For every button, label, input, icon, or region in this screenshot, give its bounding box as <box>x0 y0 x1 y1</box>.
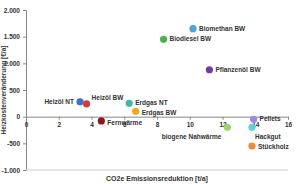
x-tick: 4 <box>90 117 94 129</box>
x-tick-label: 2 <box>57 121 61 128</box>
x-tick-label: 8 <box>156 121 160 128</box>
point <box>248 124 255 131</box>
y-tick: 1.000 <box>4 60 26 67</box>
point-labels: Heizöl NT Heizöl BW Fernwärme Erdgas NT Erdg… <box>44 25 289 150</box>
x-tick-mark <box>190 117 191 120</box>
x-tick-mark <box>157 117 158 120</box>
x-tick: 0 <box>25 117 29 129</box>
y-tick: 500 <box>9 87 26 94</box>
y-tick-mark <box>23 117 26 118</box>
point-label: Erdgas NT <box>135 99 168 107</box>
x-tick-mark <box>288 117 289 120</box>
y-tick-mark <box>23 63 26 64</box>
point-label: Fernwärme <box>107 119 142 126</box>
x-axis-title: CO2e Emissionsreduktion [t/a] <box>106 175 208 183</box>
y-tick: 0 <box>16 113 26 120</box>
point <box>126 100 133 107</box>
y-tick-label: -1.000 <box>2 167 21 174</box>
y-tick-label: 500 <box>9 87 20 94</box>
x-axis-line <box>27 117 289 120</box>
y-tick-label: 1.500 <box>4 33 21 40</box>
y-tick: -500 <box>7 140 26 147</box>
point <box>132 108 139 115</box>
y-axis-line <box>23 11 27 171</box>
y-axis-title: Heizkostenveränderung [€/a] <box>0 46 8 135</box>
point <box>224 124 231 131</box>
y-tick-label: -500 <box>7 140 20 147</box>
x-tick-label: 16 <box>285 121 293 128</box>
plot-frame <box>26 170 288 171</box>
point-label: Biomethan BW <box>199 25 246 32</box>
x-tick: 8 <box>156 117 160 129</box>
point <box>250 116 257 123</box>
x-tick-label: 4 <box>90 121 94 128</box>
y-tick-mark <box>23 37 26 38</box>
point-label: Erdgas BW <box>142 109 178 117</box>
y-tick-mark <box>23 90 26 91</box>
x-tick-mark <box>223 117 224 120</box>
point-label: Stückholz <box>258 143 289 150</box>
point-label: Pellets <box>260 115 281 122</box>
points <box>76 25 257 150</box>
x-tick: 16 <box>285 117 293 129</box>
y-tick-mark <box>23 143 26 144</box>
point-label: Biodiesel BW <box>170 35 212 42</box>
x-tick: 10 <box>187 117 195 129</box>
y-tick-label: 2.000 <box>4 7 21 14</box>
point-label: biogene Nahwärme <box>162 133 222 141</box>
chart: -1.000-50005001.0001.5002.00002468101214… <box>0 0 300 184</box>
point-label: Heizöl NT <box>44 98 74 105</box>
point <box>206 66 213 73</box>
y-tick-label: 0 <box>16 113 20 120</box>
x-tick-mark <box>92 117 93 120</box>
point <box>98 117 105 124</box>
y-tick-mark <box>23 170 26 171</box>
point-label: Pflanzenöl BW <box>215 66 261 73</box>
y-tick: 1.500 <box>4 33 26 40</box>
y-tick: -1.000 <box>2 167 26 174</box>
x-tick-mark <box>26 117 27 120</box>
x-tick-label: 10 <box>187 121 195 128</box>
x-tick: 2 <box>57 117 61 129</box>
y-tick-mark <box>23 10 26 11</box>
x-tick-mark <box>59 117 60 120</box>
x-tick-label: 0 <box>25 121 29 128</box>
point <box>248 142 255 149</box>
point <box>160 36 167 43</box>
point-label: Heizöl BW <box>92 94 125 101</box>
point <box>83 100 90 107</box>
point-label: Hackgut <box>255 133 281 141</box>
point <box>189 25 196 32</box>
point <box>76 98 83 105</box>
y-tick: 2.000 <box>4 7 26 14</box>
